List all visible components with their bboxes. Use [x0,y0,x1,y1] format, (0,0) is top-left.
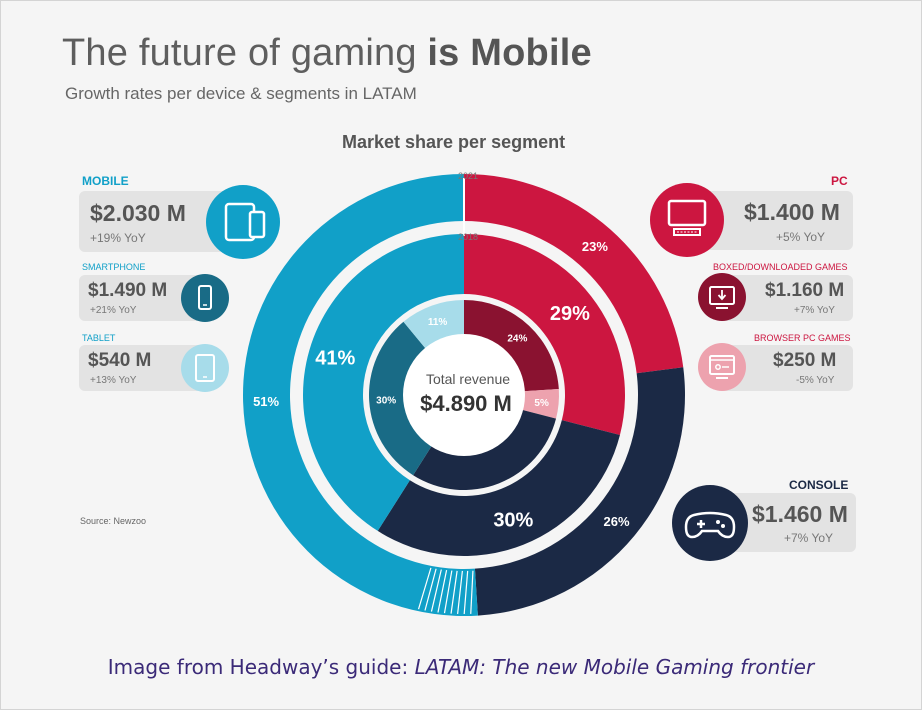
desktop-computer-icon [667,199,707,236]
hatch-line [437,570,448,613]
center-value: $4.890 M [420,391,512,416]
slice-label-segments-smartphone: 30% [376,395,396,406]
hatch-line [417,567,432,610]
slice-2021-console [474,367,685,616]
ring-year-2021: 2021 [458,171,478,181]
console-icon-circle [672,485,748,561]
smartphone-value: $1.490 M [88,280,168,301]
mobile-yoy: +19% YoY [90,231,146,245]
slice-label-2021-console: 26% [604,514,630,529]
hatch-line [443,570,453,614]
tablet-phone-icon [224,202,266,242]
caption-area [1,634,921,709]
smartphone-yoy: +21% YoY [90,305,137,316]
hatch-line [424,568,437,611]
boxed-label: BOXED/DOWNLOADED GAMES [713,262,848,272]
slice-2018-console [377,420,620,556]
slice-segments-boxed-downloaded-games [464,300,559,392]
slice-label-2018-mobile: 41% [315,348,355,370]
slice-label-2021-mobile: 51% [253,394,279,409]
smartphone-label: SMARTPHONE [82,262,146,272]
slice-label-2018-pc: 29% [550,303,590,325]
smartphone-icon [198,285,212,310]
hatch-line [450,570,458,614]
boxed-yoy: +7% YoY [794,305,835,316]
slice-2021-mobile [243,174,478,616]
mobile-value: $2.030 M [90,200,186,226]
browser-label: BROWSER PC GAMES [754,333,851,343]
tablet-value: $540 M [88,350,152,371]
browser-yoy: -5% YoY [796,375,835,386]
slice-label-2021-pc: 23% [582,239,608,254]
page-title: The future of gaming is Mobile [62,32,592,74]
center-label: Total revenue [426,371,510,387]
center-disc [403,334,525,456]
browser-value: $250 M [773,350,837,371]
chart-heading: Market share per segment [342,132,566,152]
ring-year-2018: 2018 [458,232,478,242]
hatch-line [470,570,474,614]
pc-value: $1.400 M [744,199,840,225]
tablet-icon [195,354,215,382]
slice-2018-pc [464,234,625,436]
hatch-line [457,570,463,614]
slice-2018-mobile [303,234,464,531]
pc-icon-circle [650,183,724,257]
smartphone-icon-circle [181,274,229,322]
browser-monitor-icon [709,355,735,379]
page-subtitle: Growth rates per device & segments in LA… [65,84,417,103]
slice-2021-pc [464,174,684,374]
hatch-line [430,569,442,612]
pc-yoy: +5% YoY [776,230,826,244]
tablet-icon-circle [181,344,229,392]
console-label: CONSOLE [789,478,849,492]
pc-label: PC [831,174,848,188]
slice-label-segments-browser-pc-games: 5% [534,398,549,409]
source-note: Source: Newzoo [80,516,147,526]
image-caption: Image from Headway’s guide: LATAM: The n… [107,655,815,679]
boxed-value: $1.160 M [765,280,845,301]
slice-label-2018-console: 30% [493,510,533,532]
mobile-label: MOBILE [82,174,129,188]
tablet-yoy: +13% YoY [90,375,137,386]
gamepad-icon [684,511,736,539]
slice-label-segments-boxed-downloaded-games: 24% [507,334,527,345]
slice-label-segments-tablet: 11% [428,317,448,328]
browser-icon-circle [698,343,746,391]
boxed-icon-circle [698,273,746,321]
console-value: $1.460 M [752,501,848,527]
mobile-icon-circle [206,185,280,259]
tablet-label: TABLET [82,333,116,343]
slice-segments-browser-pc-games [518,389,559,419]
download-monitor-icon [709,286,735,309]
console-yoy: +7% YoY [784,531,834,545]
hatch-line [463,570,469,615]
